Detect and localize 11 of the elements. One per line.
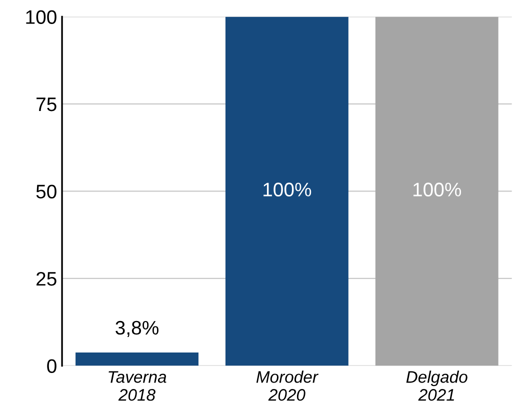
y-tick-label: 75 xyxy=(36,98,56,112)
data-label: 100% xyxy=(413,182,462,196)
data-label: 100% xyxy=(264,182,312,196)
y-tick-label: 0 xyxy=(47,359,56,373)
x-tick-label: Delgado 2021 xyxy=(406,370,468,401)
x-tick-label: Moroder 2020 xyxy=(256,370,319,401)
x-tick-label: Taverna 2018 xyxy=(108,371,166,401)
y-tick-label: 25 xyxy=(36,272,56,286)
data-label: 3,8% xyxy=(116,320,158,337)
y-tick-label: 50 xyxy=(36,184,56,198)
y-tick-label: 100 xyxy=(26,10,56,24)
